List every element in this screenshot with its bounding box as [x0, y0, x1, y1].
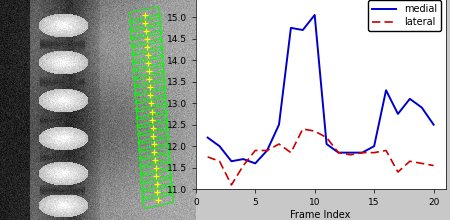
- Bar: [131, 39, 163, 56]
- lateral: [371, 151, 377, 154]
- medial: [371, 145, 377, 147]
- Bar: [135, 95, 167, 112]
- Bar: [130, 31, 162, 48]
- medial: [395, 113, 400, 115]
- lateral: [419, 162, 424, 165]
- lateral: [205, 156, 210, 158]
- lateral: [360, 151, 365, 154]
- medial: [252, 162, 258, 165]
- lateral: [407, 160, 413, 163]
- medial: [217, 145, 222, 147]
- medial: [300, 29, 306, 31]
- Bar: [136, 103, 167, 120]
- medial: [324, 143, 329, 145]
- lateral: [348, 154, 353, 156]
- medial: [265, 149, 270, 152]
- medial: [336, 151, 341, 154]
- lateral: [252, 149, 258, 152]
- Bar: [130, 23, 162, 40]
- medial: [276, 123, 282, 126]
- medial: [312, 14, 317, 16]
- medial: [229, 160, 234, 163]
- medial: [431, 123, 436, 126]
- lateral: [312, 130, 317, 132]
- Bar: [135, 87, 166, 104]
- lateral: [229, 183, 234, 186]
- Bar: [134, 71, 165, 88]
- medial: [205, 136, 210, 139]
- medial: [383, 89, 389, 92]
- Bar: [137, 119, 168, 136]
- lateral: [336, 151, 341, 154]
- Bar: [136, 111, 168, 128]
- medial: [407, 97, 413, 100]
- Bar: [132, 55, 164, 72]
- Bar: [139, 143, 170, 160]
- lateral: [300, 128, 306, 130]
- Line: medial: medial: [207, 15, 434, 163]
- lateral: [431, 164, 436, 167]
- lateral: [395, 171, 400, 173]
- Bar: [139, 151, 171, 168]
- Bar: [138, 135, 170, 152]
- Bar: [134, 79, 166, 96]
- Line: lateral: lateral: [207, 129, 434, 185]
- Bar: [141, 183, 173, 200]
- lateral: [324, 136, 329, 139]
- Bar: [140, 167, 172, 184]
- Bar: [129, 7, 161, 24]
- Bar: [133, 63, 165, 80]
- medial: [360, 151, 365, 154]
- lateral: [276, 143, 282, 145]
- medial: [419, 106, 424, 109]
- lateral: [217, 160, 222, 163]
- Bar: [140, 159, 171, 176]
- Bar: [138, 127, 169, 144]
- Bar: [142, 191, 174, 209]
- lateral: [265, 149, 270, 152]
- X-axis label: Frame Index: Frame Index: [290, 210, 351, 220]
- lateral: [288, 151, 293, 154]
- Legend: medial, lateral: medial, lateral: [368, 0, 441, 31]
- lateral: [241, 164, 246, 167]
- medial: [288, 27, 293, 29]
- lateral: [383, 149, 389, 152]
- Bar: [132, 47, 163, 64]
- Bar: [130, 15, 161, 31]
- medial: [241, 158, 246, 160]
- medial: [348, 151, 353, 154]
- Bar: [141, 175, 172, 192]
